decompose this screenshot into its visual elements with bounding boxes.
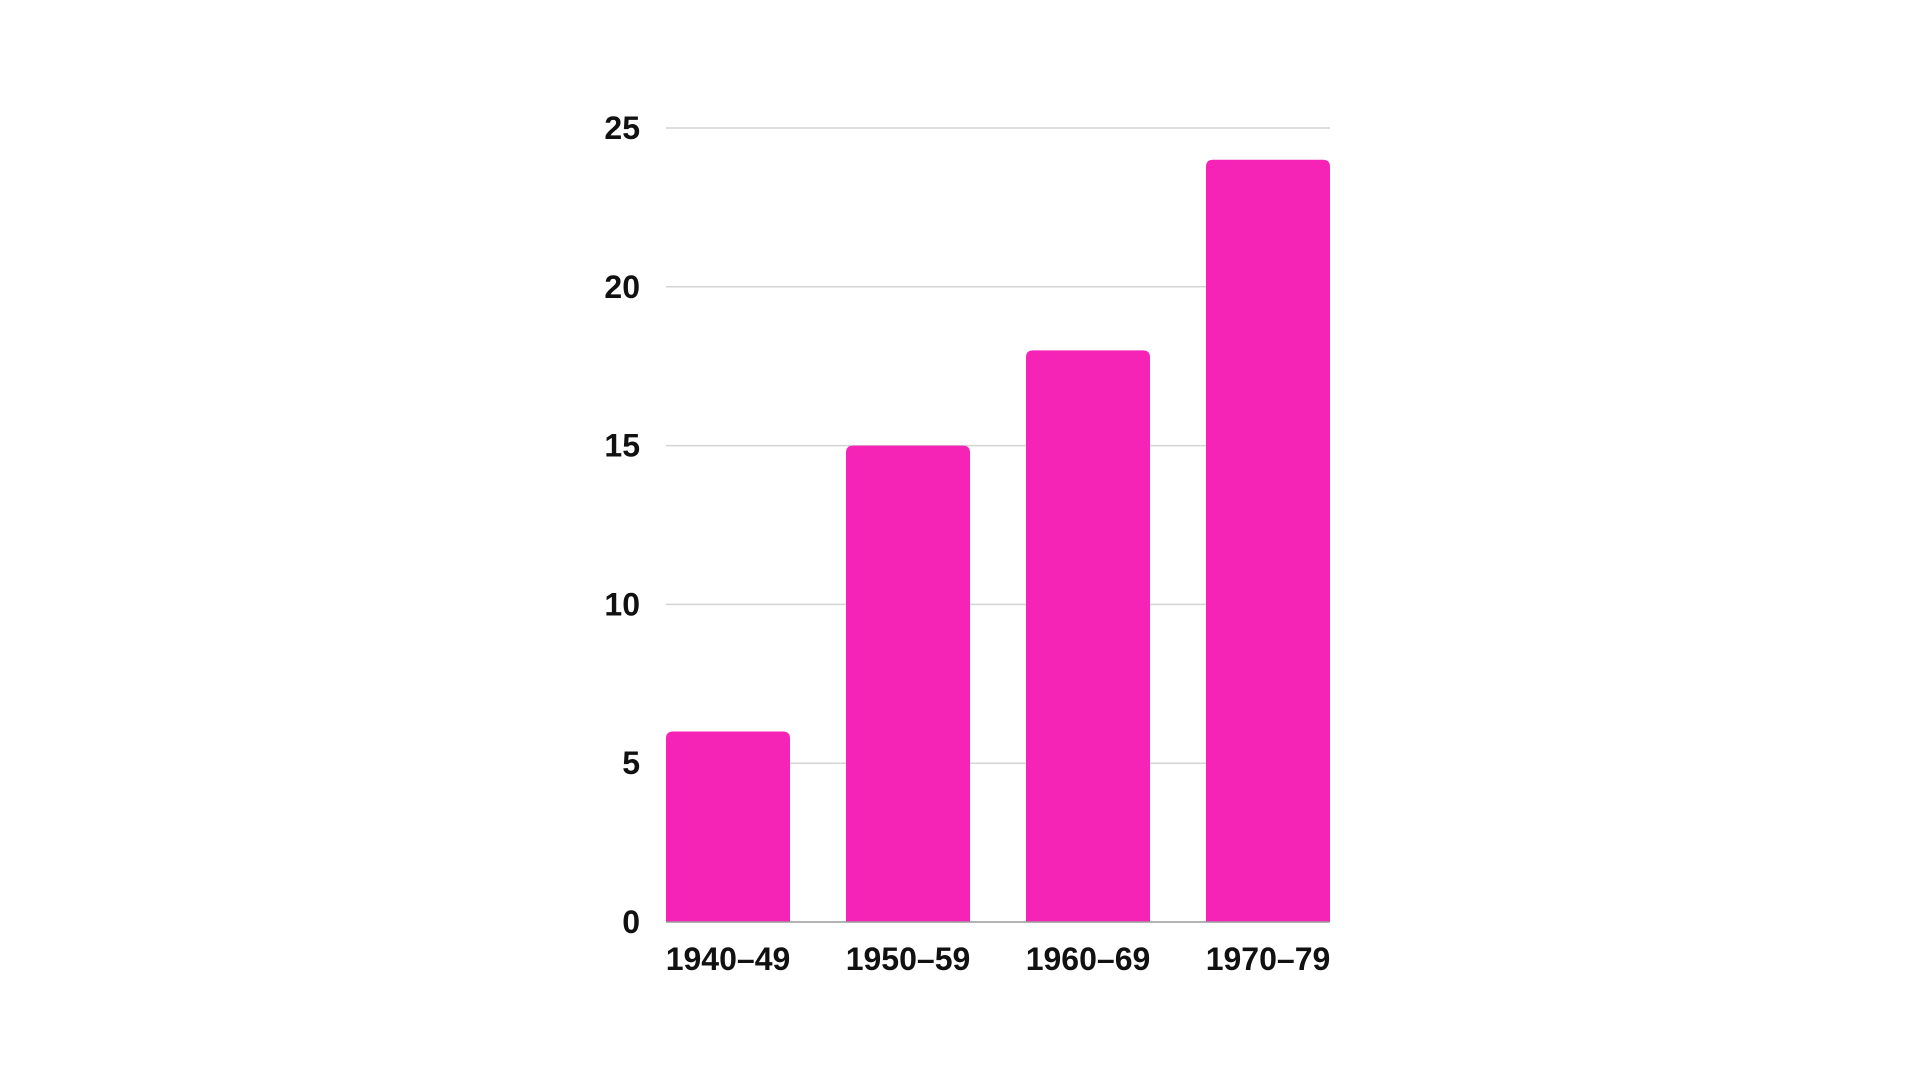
y-tick-label: 0: [622, 904, 640, 940]
bar-1: [846, 445, 970, 922]
y-tick-label: 10: [604, 586, 640, 622]
x-category-label: 1950–59: [846, 941, 971, 977]
y-tick-label: 20: [604, 269, 640, 305]
x-axis-category-labels: 1940–49 1950–59 1960–69 1970–79: [666, 941, 1331, 977]
bars: [666, 159, 1330, 922]
x-category-label: 1970–79: [1206, 941, 1331, 977]
y-tick-label: 15: [604, 428, 640, 464]
bar-3: [1206, 159, 1330, 922]
bar-2: [1026, 350, 1150, 922]
bar-0: [666, 731, 790, 922]
y-tick-label: 25: [604, 110, 640, 146]
x-category-label: 1940–49: [666, 941, 791, 977]
y-tick-label: 5: [622, 745, 640, 781]
y-axis-tick-labels: 0 5 10 15 20 25: [604, 110, 640, 940]
x-category-label: 1960–69: [1026, 941, 1151, 977]
